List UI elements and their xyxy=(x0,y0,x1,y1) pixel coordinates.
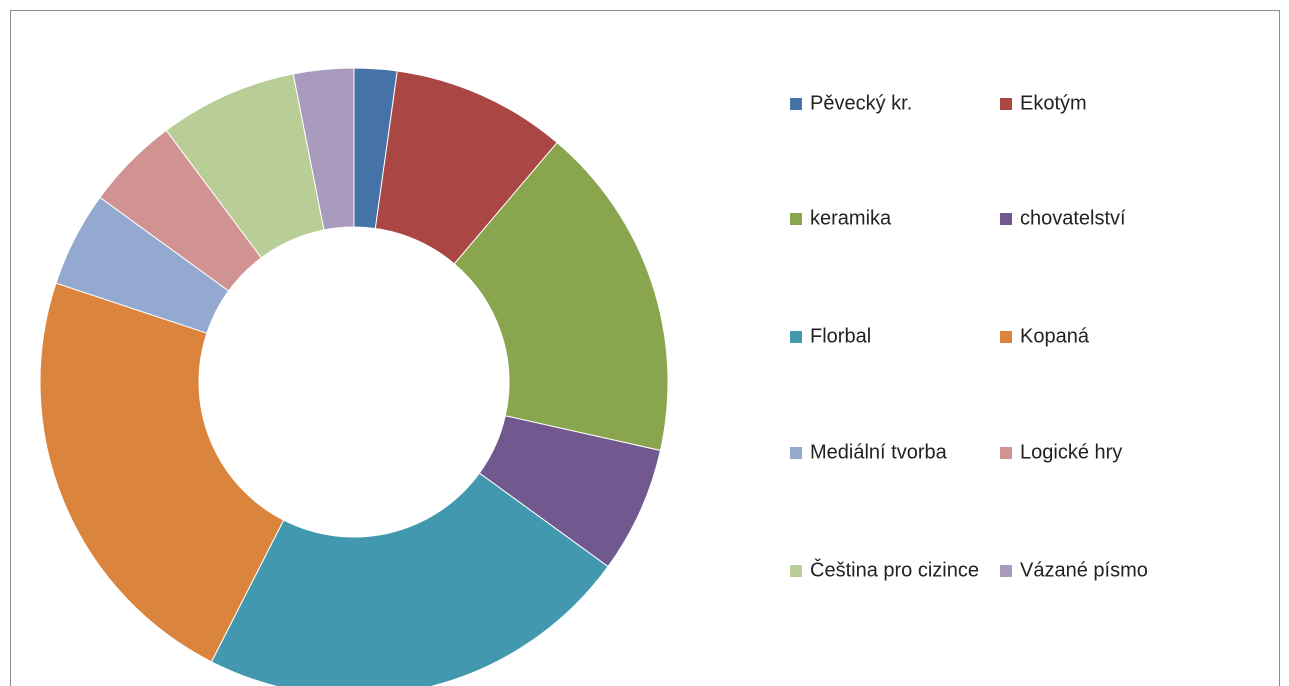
legend-label: Logické hry xyxy=(1020,441,1122,463)
legend-swatch xyxy=(790,447,802,459)
legend-swatch xyxy=(790,213,802,225)
legend-label: Vázané písmo xyxy=(1020,559,1148,581)
legend-label: Kopaná xyxy=(1020,325,1090,347)
legend-swatch xyxy=(790,565,802,577)
donut-slice xyxy=(39,282,285,663)
legend-label: keramika xyxy=(810,207,892,229)
donut-slice xyxy=(210,472,609,686)
legend-swatch xyxy=(1000,565,1012,577)
legend-label: Čeština pro cizince xyxy=(810,558,979,581)
donut-slice xyxy=(453,141,669,452)
donut-slice xyxy=(292,67,355,231)
legend-label: chovatelství xyxy=(1020,207,1126,229)
legend-swatch xyxy=(790,331,802,343)
legend-label: Ekotým xyxy=(1020,92,1087,114)
legend-swatch xyxy=(1000,331,1012,343)
legend-label: Florbal xyxy=(810,325,871,347)
legend-label: Pěvecký kr. xyxy=(810,92,912,114)
legend-swatch xyxy=(790,98,802,110)
legend-swatch xyxy=(1000,213,1012,225)
legend-swatch xyxy=(1000,98,1012,110)
legend-label: Mediální tvorba xyxy=(810,441,948,463)
legend-swatch xyxy=(1000,447,1012,459)
